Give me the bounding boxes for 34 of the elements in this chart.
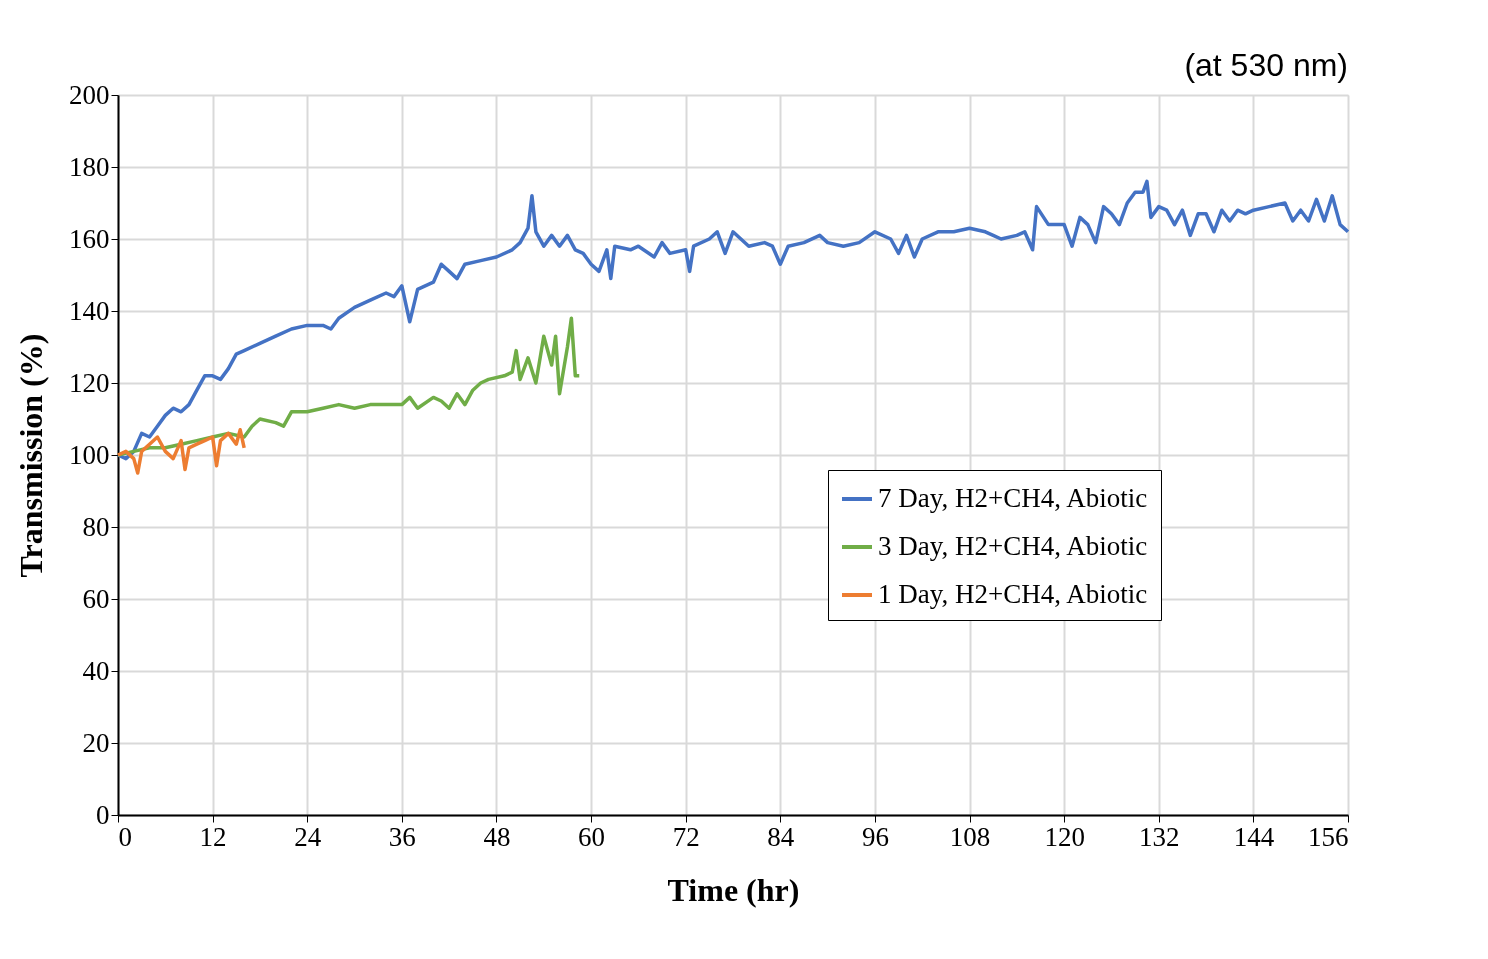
- x-tick-label: 72: [672, 821, 700, 852]
- y-tick-label: 80: [82, 511, 110, 542]
- x-tick-label: 12: [199, 821, 227, 852]
- x-tick-label: 156: [1308, 821, 1349, 852]
- y-tick-label: 0: [96, 799, 110, 830]
- line-series: [116, 316, 581, 457]
- x-tick-label: 144: [1233, 821, 1275, 852]
- y-tick-label: 200: [69, 79, 110, 110]
- y-tick-label: 180: [69, 151, 110, 182]
- y-tick-label: 60: [82, 583, 110, 614]
- x-tick-label: 24: [294, 821, 322, 852]
- y-tick-label: 160: [69, 223, 110, 254]
- legend-label: 7 Day, H2+CH4, Abiotic: [878, 483, 1148, 513]
- legend-label: 3 Day, H2+CH4, Abiotic: [878, 531, 1148, 561]
- x-tick-label: 120: [1044, 821, 1085, 852]
- text: (at 530 nm): [1184, 47, 1348, 83]
- y-tick-label: 140: [69, 295, 110, 326]
- x-tick-label: 0: [118, 821, 132, 852]
- x-tick-label: 108: [949, 821, 991, 852]
- y-tick-label: 100: [69, 439, 110, 470]
- y-tick-label: 20: [82, 727, 110, 758]
- x-tick-label: 60: [578, 821, 606, 852]
- x-tick-label: 48: [483, 821, 511, 852]
- x-axis-title: Time (hr): [667, 871, 800, 908]
- line-series: [116, 428, 246, 475]
- legend-label: 1 Day, H2+CH4, Abiotic: [878, 579, 1148, 609]
- line-series: [116, 179, 1350, 461]
- x-tick-label: 84: [767, 821, 795, 852]
- x-tick-label: 96: [861, 821, 889, 852]
- x-tick-label: 132: [1139, 821, 1180, 852]
- x-tick-label: 36: [388, 821, 416, 852]
- y-axis-title: Transmission (%): [13, 333, 49, 578]
- y-tick-label: 40: [82, 655, 110, 686]
- y-tick-label: 120: [69, 367, 110, 398]
